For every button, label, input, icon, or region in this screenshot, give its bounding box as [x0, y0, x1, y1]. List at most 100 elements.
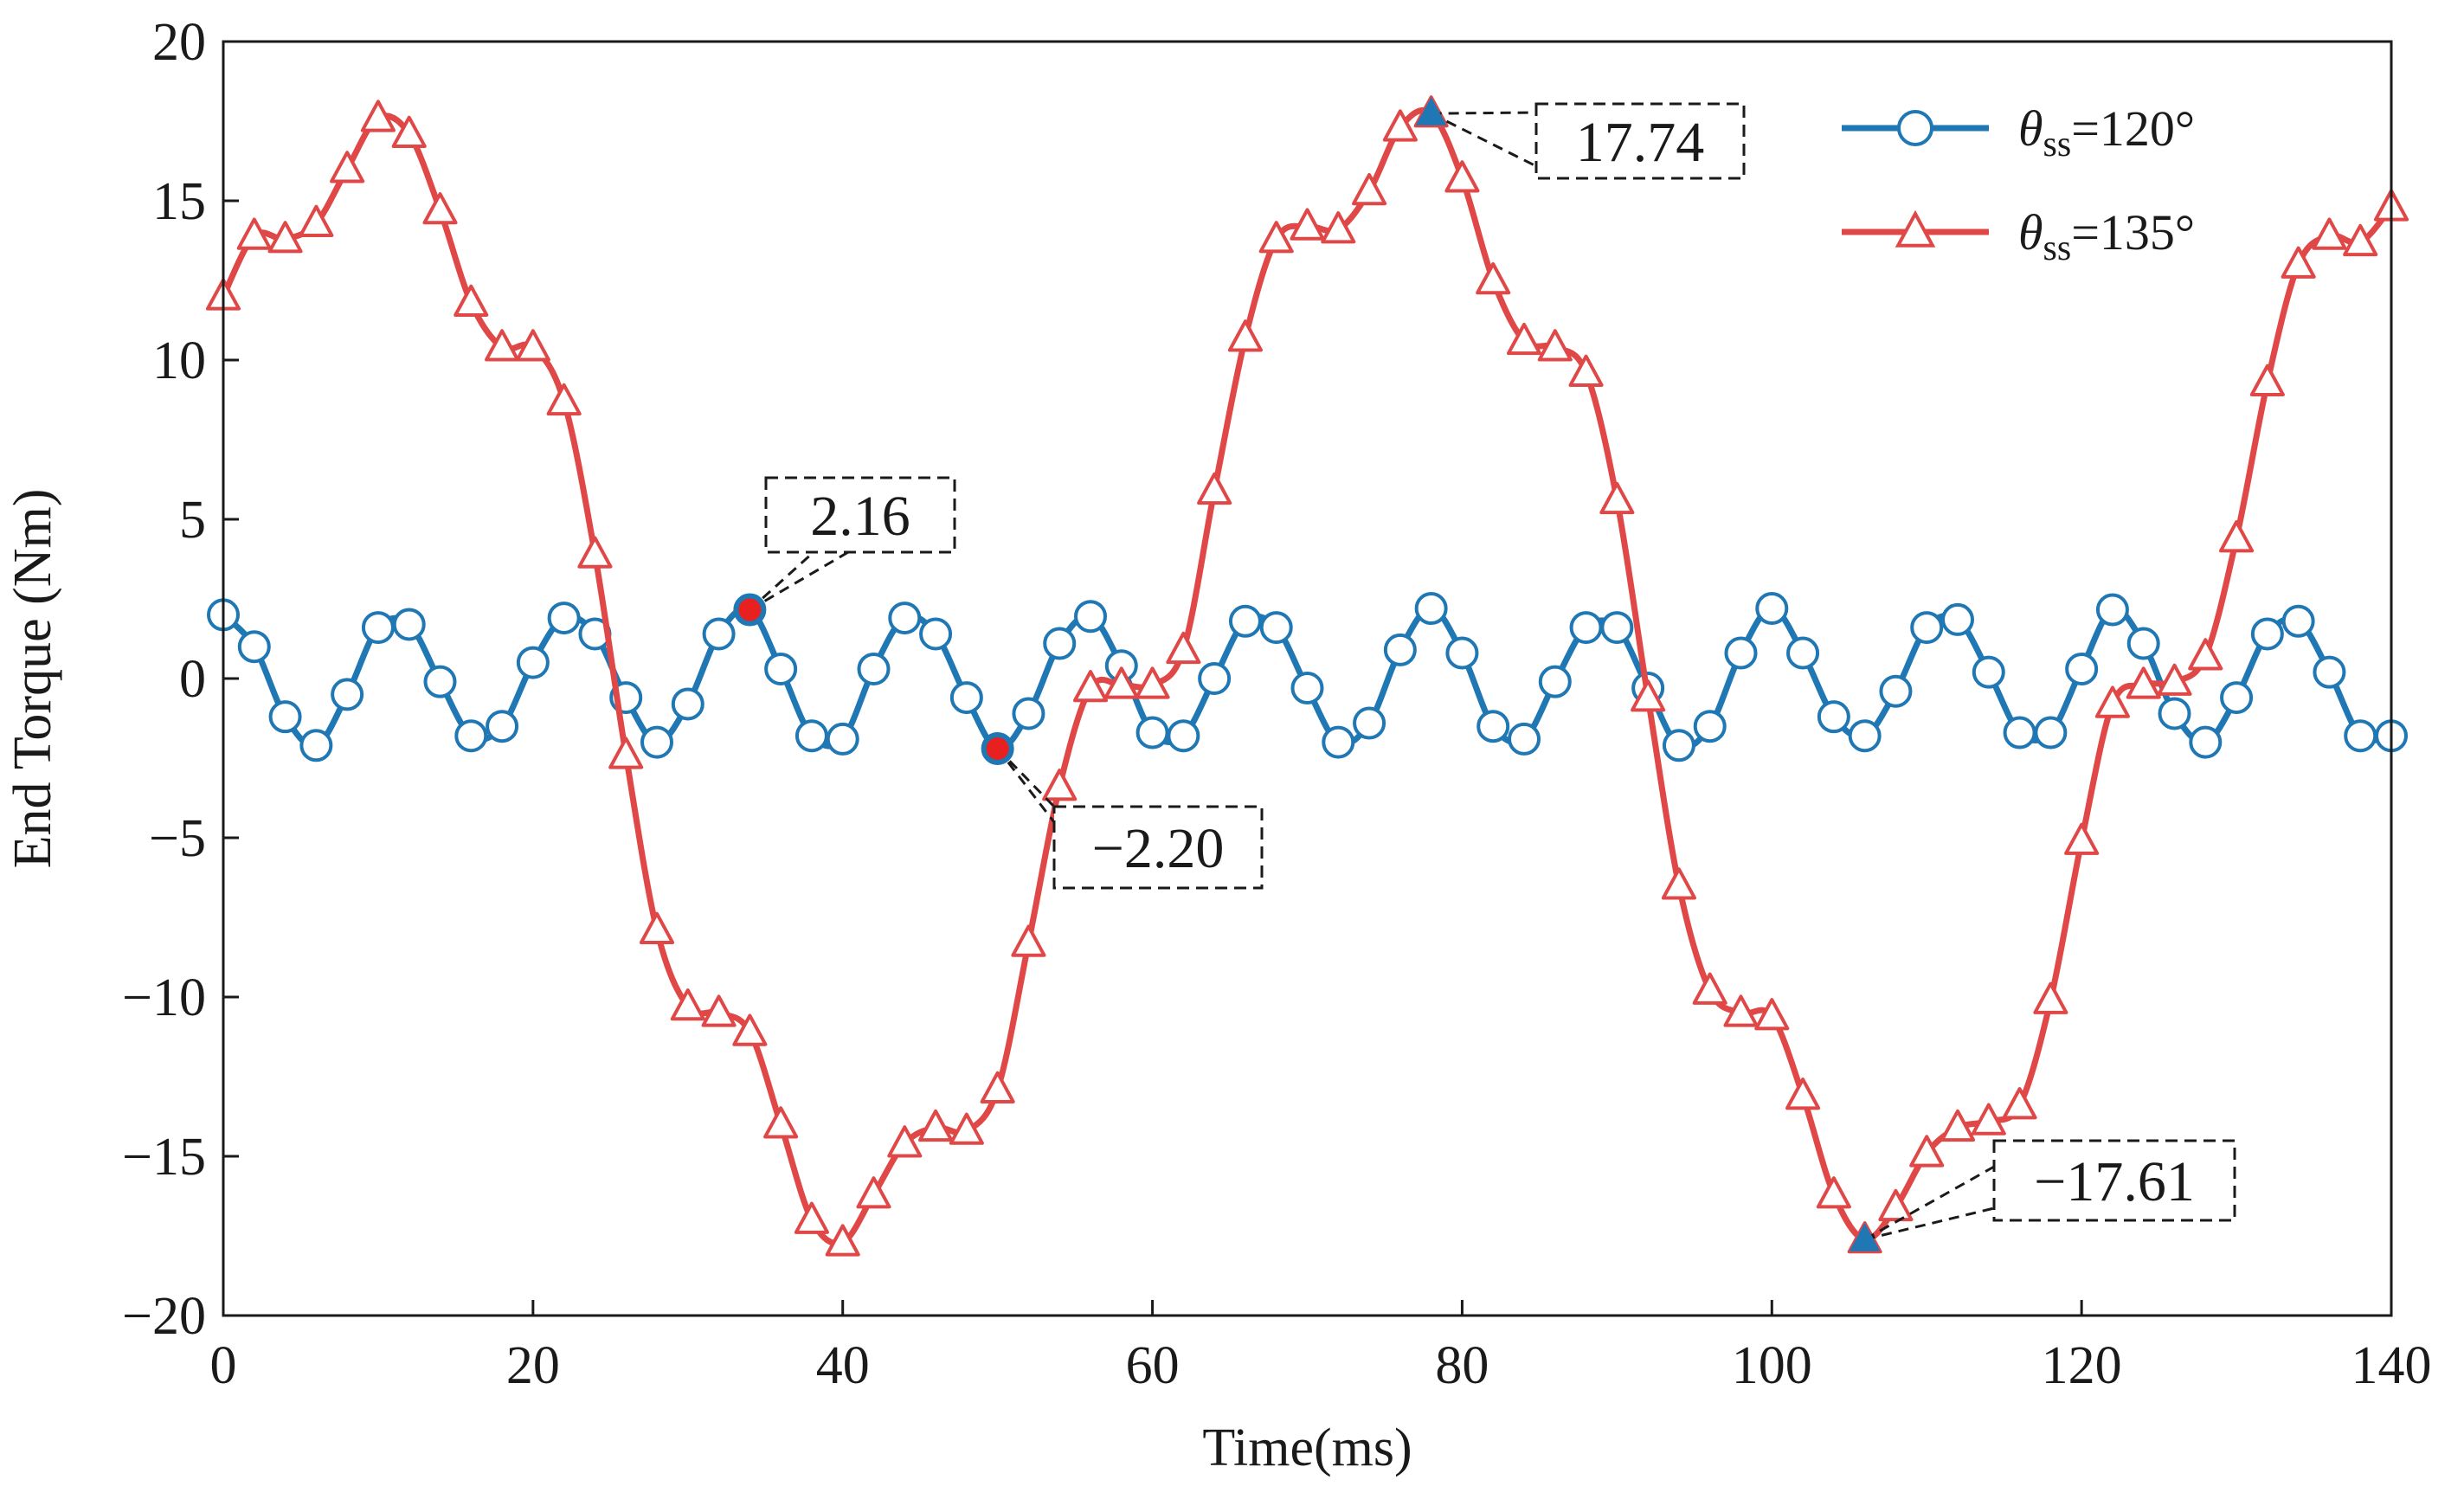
data-point — [857, 652, 891, 685]
y-tick-label: −5 — [149, 809, 206, 868]
data-point — [1322, 725, 1355, 759]
data-point — [2064, 822, 2100, 855]
data-point — [1786, 636, 1820, 670]
data-point — [1692, 972, 1727, 1005]
data-point — [671, 687, 704, 721]
data-point — [423, 665, 457, 698]
data-point — [2157, 663, 2192, 696]
data-point — [360, 100, 396, 132]
data-point — [764, 652, 798, 685]
callout-label: 17.74 — [1576, 111, 1705, 174]
data-point — [1259, 611, 1293, 645]
data-point — [1198, 662, 1232, 695]
data-point — [1167, 719, 1200, 753]
data-point — [2281, 246, 2316, 279]
data-point — [2126, 627, 2160, 660]
data-point — [794, 1201, 829, 1234]
data-point — [1352, 172, 1387, 206]
data-point — [1538, 665, 1572, 698]
callout-3: −17.61 — [1849, 1139, 2236, 1251]
data-point — [856, 1176, 891, 1209]
data-point — [2033, 981, 2068, 1014]
data-point — [701, 994, 737, 1027]
data-point — [1940, 1109, 1976, 1142]
callout-box — [1534, 102, 1746, 180]
data-point — [1476, 262, 1511, 295]
data-point — [949, 681, 983, 715]
data-point — [763, 1106, 799, 1139]
data-point — [547, 602, 581, 635]
series-135 — [205, 95, 2409, 1257]
callout-label: −2.20 — [1092, 817, 1225, 880]
y-tick-label: 10 — [152, 331, 206, 390]
data-point — [330, 151, 365, 183]
x-tick-label: 60 — [1126, 1336, 1180, 1395]
x-tick-label: 20 — [506, 1336, 560, 1395]
y-tick-label: −20 — [122, 1287, 206, 1346]
callout-leader — [1864, 1206, 1995, 1241]
data-point — [516, 646, 550, 679]
callout-0: 17.74 — [1415, 97, 1746, 180]
legend-marker-triangle — [1895, 209, 1936, 248]
series-120 — [207, 592, 2408, 765]
y-tick-label: −15 — [122, 1128, 206, 1187]
data-point — [1941, 602, 1974, 636]
data-point — [1072, 670, 1109, 703]
legend-entry-120: θss=120° — [1842, 100, 2195, 164]
data-point — [640, 725, 673, 759]
data-point — [515, 329, 550, 362]
data-point — [2094, 685, 2130, 718]
data-point — [454, 719, 488, 753]
data-point — [2220, 681, 2254, 715]
data-point — [2003, 716, 2036, 750]
peak-marker — [735, 595, 765, 625]
callout-box — [1992, 1139, 2236, 1222]
data-point — [2002, 1087, 2037, 1120]
data-point — [268, 700, 302, 734]
data-point — [422, 192, 458, 225]
data-point — [1508, 722, 1541, 756]
data-point — [2344, 719, 2377, 753]
data-point — [1537, 329, 1573, 362]
peak-marker — [1415, 97, 1447, 125]
data-point — [919, 617, 953, 651]
data-point — [1785, 1078, 1821, 1110]
data-point — [888, 602, 922, 635]
legend-label-120: θss=120° — [2018, 100, 2195, 164]
data-point — [361, 611, 395, 645]
data-point — [1103, 666, 1139, 699]
x-tick-label: 80 — [1435, 1336, 1489, 1395]
callout-leader — [1430, 112, 1537, 168]
data-point — [980, 1071, 1015, 1103]
data-point — [1321, 211, 1356, 244]
data-point — [331, 678, 364, 711]
data-point — [825, 1224, 860, 1257]
data-point — [1754, 998, 1790, 1031]
data-point — [1011, 924, 1046, 957]
data-point — [1414, 592, 1448, 626]
x-tick-label: 40 — [816, 1336, 870, 1395]
y-axis-title: End Torque (Nm) — [3, 489, 62, 869]
data-point — [2095, 593, 2129, 627]
data-point — [546, 383, 582, 416]
y-tick-label: 15 — [152, 172, 206, 231]
callout-leader — [996, 748, 1056, 823]
data-point — [2219, 520, 2255, 553]
callout-2: −2.20 — [982, 733, 1264, 890]
callout-box — [1052, 805, 1264, 890]
data-point — [1290, 208, 1325, 241]
callout-1: 2.16 — [735, 476, 956, 625]
data-point — [639, 911, 675, 944]
callout-leader — [749, 550, 815, 611]
x-axis-title: Time(ms) — [1202, 1419, 1412, 1477]
data-point — [485, 329, 520, 362]
data-point — [795, 719, 828, 753]
legend-marker-circle — [1897, 110, 1933, 146]
y-tick-label: −10 — [122, 968, 206, 1027]
data-point — [1043, 627, 1077, 660]
callout-label: −17.61 — [2034, 1150, 2195, 1213]
data-point — [2189, 725, 2223, 759]
data-point — [1662, 729, 1695, 762]
